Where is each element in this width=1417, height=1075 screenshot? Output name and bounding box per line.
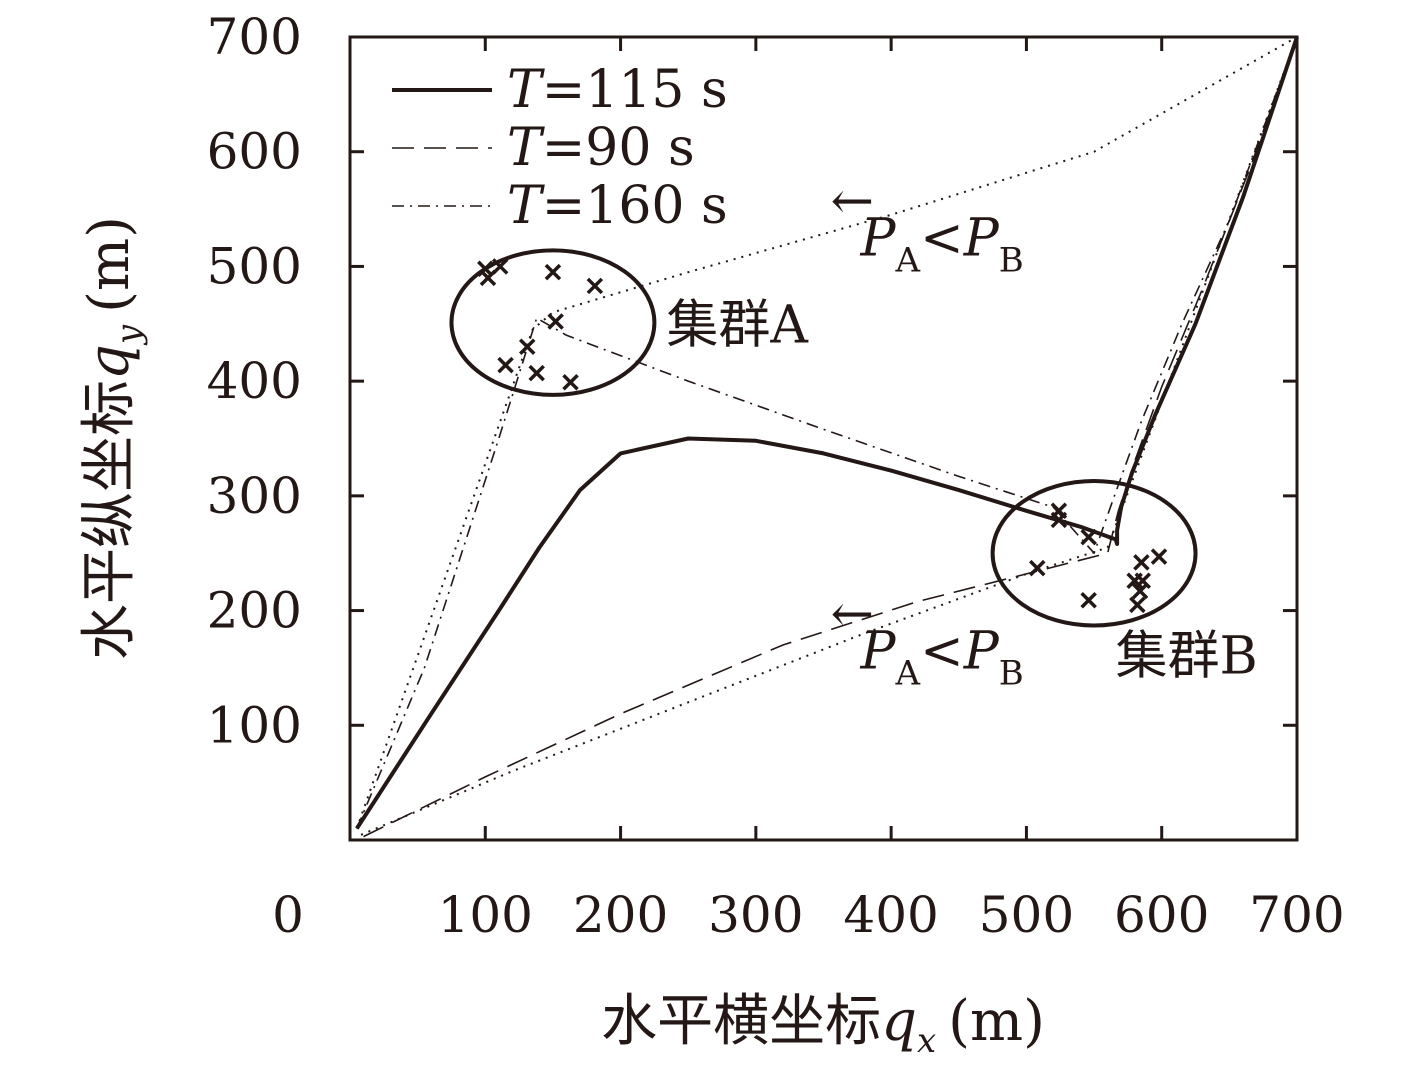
cross-marker <box>518 338 536 355</box>
x-tick-label: 100 <box>438 886 533 944</box>
x-tick-label: 700 <box>1249 886 1344 944</box>
annotation-inequality: PA<PB <box>860 622 1024 694</box>
legend-entry: T=160 s <box>507 176 728 236</box>
cross-marker <box>586 277 604 295</box>
x-axis-label: 水平横坐标qx (m) <box>601 989 1045 1061</box>
legend-entry: T=90 s <box>507 118 695 178</box>
legend-entry-value: =160 s <box>542 176 728 236</box>
cluster-ellipse <box>990 478 1198 628</box>
cluster-label: 集群B <box>1116 626 1258 686</box>
legend-entry-symbol: T <box>507 176 545 236</box>
y-tick-label: 200 <box>207 582 302 640</box>
x-axis-label-sub: x <box>917 1021 936 1061</box>
y-tick-label: 300 <box>207 467 302 525</box>
cross-marker <box>1029 559 1046 577</box>
series-line-solid <box>355 36 1299 830</box>
x-tick-label: 200 <box>573 886 668 944</box>
axis-tick-labels: 100 200 300 400 500 600 700 100 200 300 400 500 600 7… <box>207 8 1345 944</box>
cross-marker <box>491 258 509 275</box>
series-line-dashed <box>363 36 1298 838</box>
data-markers <box>477 258 1168 614</box>
cluster-label: 集群A <box>666 296 809 356</box>
x-tick-label: 300 <box>708 886 803 944</box>
cross-marker <box>1080 528 1097 546</box>
annotation-arrow: ← <box>831 585 875 645</box>
x-axis-label-prefix: 水平横坐标 <box>601 989 881 1054</box>
series-curves <box>355 36 1299 838</box>
cross-marker <box>1080 592 1097 609</box>
y-axis-label-symbol: q <box>77 344 142 380</box>
y-tick-label: 100 <box>207 696 302 754</box>
cross-marker <box>547 313 564 330</box>
y-tick-label: 600 <box>207 123 302 181</box>
origin-label: 0 <box>272 886 304 944</box>
annotation-inequality: PA<PB <box>860 209 1024 281</box>
legend-entry: T=115 s <box>507 60 728 120</box>
annotations: ←PA<PB←PA<PB <box>831 172 1024 694</box>
legend-entry-symbol: T <box>507 118 545 178</box>
y-tick-label: 400 <box>207 352 302 410</box>
y-axis-label-prefix: 水平纵坐标 <box>77 380 142 660</box>
x-axis-label-unit: (m) <box>948 989 1045 1054</box>
cross-marker <box>1050 511 1068 529</box>
cross-marker <box>1129 596 1146 614</box>
y-axis-label-sub: y <box>109 324 149 346</box>
cross-marker <box>562 374 579 391</box>
annotation-arrow: ← <box>831 172 875 232</box>
x-axis-label-symbol: q <box>881 989 917 1054</box>
series-line-dotted <box>355 36 1298 838</box>
axis-ticks <box>350 35 1299 840</box>
x-tick-label: 500 <box>979 886 1074 944</box>
cross-marker <box>1150 548 1168 565</box>
cross-marker <box>544 263 562 281</box>
cross-marker <box>477 260 494 277</box>
x-tick-label: 600 <box>1114 886 1209 944</box>
legend-entry-value: =115 s <box>542 60 728 120</box>
legend: T=115 sT=90 sT=160 s <box>392 60 728 236</box>
plot-frame <box>348 35 1299 842</box>
y-tick-label: 700 <box>207 8 302 66</box>
x-tick-label: 400 <box>843 886 938 944</box>
cross-marker <box>1131 582 1149 600</box>
y-axis-label: 水平纵坐标qy (m) <box>77 216 149 660</box>
cross-marker <box>479 269 497 287</box>
cross-marker <box>528 364 545 382</box>
cross-marker <box>497 356 514 374</box>
cluster-ellipses: 集群A 集群B <box>449 248 1258 686</box>
cross-marker <box>1133 554 1150 571</box>
cluster-ellipse <box>449 248 657 397</box>
legend-entry-symbol: T <box>507 60 545 120</box>
legend-entry-value: =90 s <box>542 118 695 178</box>
y-axis-label-unit: (m) <box>77 216 142 313</box>
y-tick-label: 500 <box>207 237 302 295</box>
series-line-dashdot <box>356 36 1298 829</box>
